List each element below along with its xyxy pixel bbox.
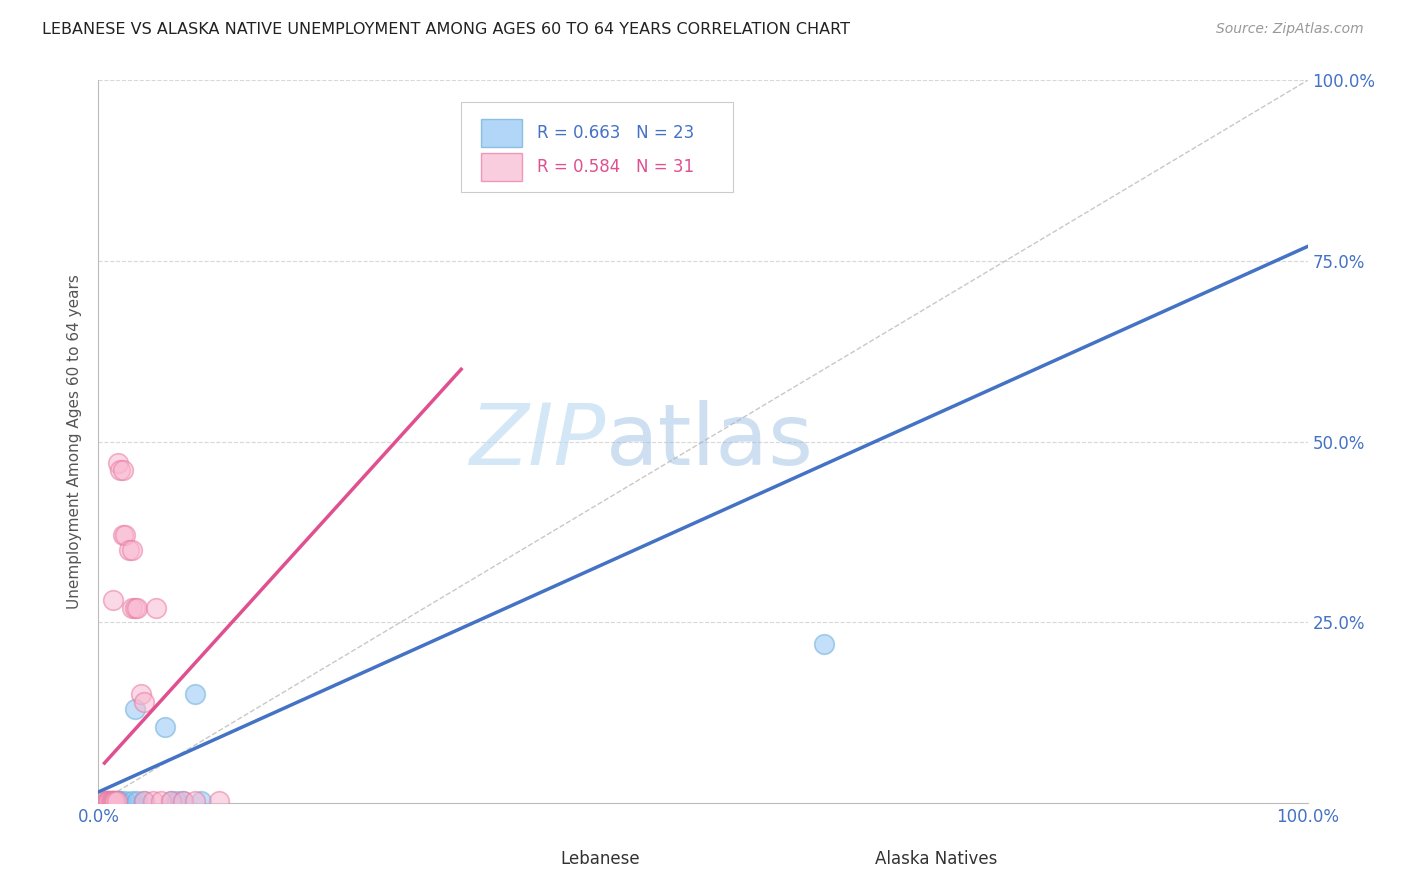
Point [184,794,207,808]
Point [153,720,176,734]
Point [98,794,121,808]
Point [111,528,134,542]
FancyBboxPatch shape [461,102,734,193]
Point [114,794,136,808]
Point [98,794,121,808]
Point [104,794,127,808]
Point [150,794,173,808]
Text: ZIP: ZIP [470,400,606,483]
Point [114,528,136,542]
Point [101,794,124,808]
Point [104,794,127,808]
Point [129,687,152,701]
Point [101,794,124,808]
Point [105,794,128,808]
Point [145,600,167,615]
Point [121,542,143,557]
Point [134,695,156,709]
Point [208,794,231,808]
Point [101,593,124,607]
Point [121,794,143,808]
Point [100,794,122,808]
FancyBboxPatch shape [481,153,522,181]
Point [94,794,117,808]
Text: atlas: atlas [606,400,814,483]
Text: Source: ZipAtlas.com: Source: ZipAtlas.com [1216,22,1364,37]
Point [121,600,143,615]
Point [190,794,212,808]
Point [103,794,125,808]
Text: R = 0.663   N = 23: R = 0.663 N = 23 [537,124,695,142]
Point [96,794,118,808]
Y-axis label: Unemployment Among Ages 60 to 64 years: Unemployment Among Ages 60 to 64 years [67,274,83,609]
Point [142,794,165,808]
Point [107,794,129,808]
Point [97,794,120,808]
Point [103,794,125,808]
Point [127,600,149,615]
Point [108,463,131,477]
Point [105,794,128,808]
Point [124,702,146,716]
Text: LEBANESE VS ALASKA NATIVE UNEMPLOYMENT AMONG AGES 60 TO 64 YEARS CORRELATION CHA: LEBANESE VS ALASKA NATIVE UNEMPLOYMENT A… [42,22,851,37]
Text: R = 0.584   N = 31: R = 0.584 N = 31 [537,158,695,176]
Point [108,794,131,808]
Point [108,794,131,808]
FancyBboxPatch shape [509,847,553,871]
Point [134,794,156,808]
Text: Lebanese: Lebanese [561,850,640,868]
Point [124,600,146,615]
Point [118,542,141,557]
FancyBboxPatch shape [823,847,868,871]
Point [160,794,183,808]
Point [127,794,149,808]
Point [107,456,129,470]
Text: Alaska Natives: Alaska Natives [875,850,997,868]
Point [97,794,120,808]
Point [166,794,188,808]
FancyBboxPatch shape [481,119,522,147]
Point [100,794,122,808]
Point [813,637,835,651]
Point [111,463,134,477]
Point [172,794,194,808]
Point [172,794,194,808]
Point [100,794,122,808]
Point [184,687,207,701]
Point [134,794,156,808]
Point [160,794,183,808]
Point [100,794,122,808]
